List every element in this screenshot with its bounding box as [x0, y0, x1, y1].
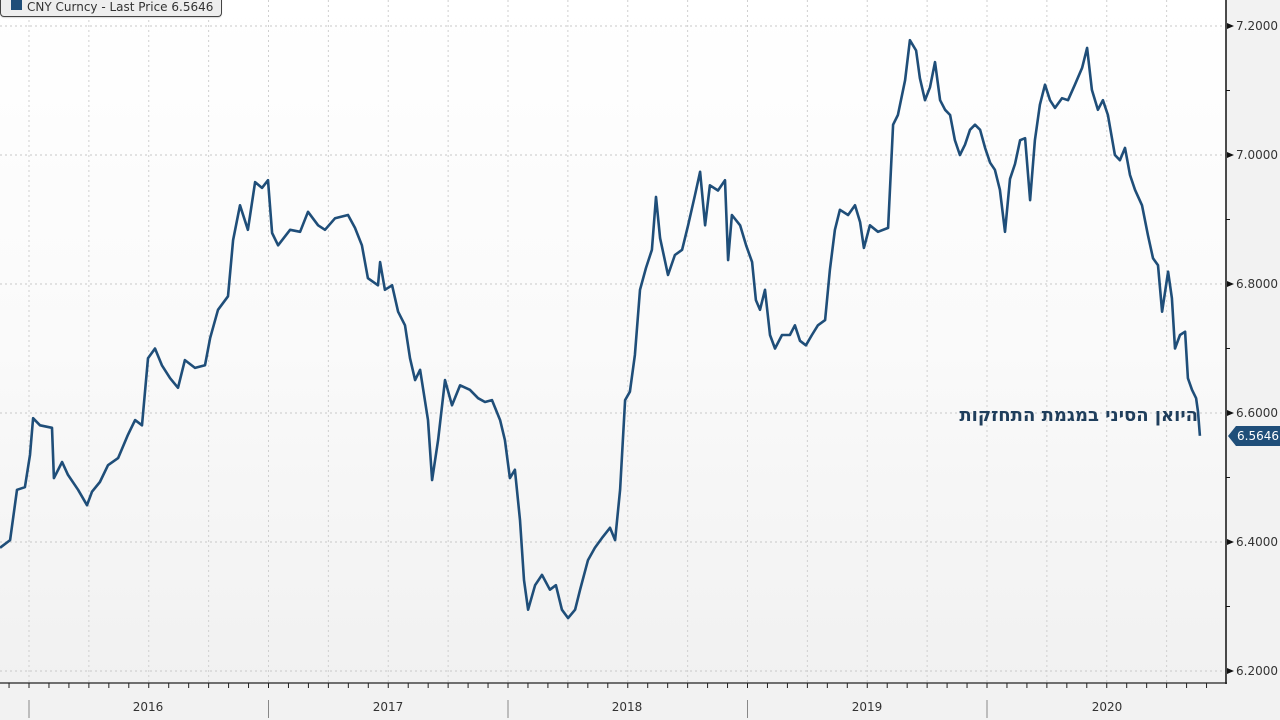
- y-tick-label: 6.8000: [1236, 277, 1278, 291]
- x-axis-ticks: [8, 683, 1208, 718]
- x-year-label: 2018: [611, 700, 643, 714]
- legend-label: CNY Curncy - Last Price 6.5646: [27, 0, 214, 14]
- y-axis-ticks: [1226, 23, 1234, 674]
- last-price-badge: 6.5646: [1228, 426, 1280, 446]
- price-line-series: [0, 38, 1202, 620]
- legend: CNY Curncy - Last Price 6.5646: [0, 0, 223, 17]
- legend-swatch-icon: [11, 0, 22, 10]
- x-year-label: 2016: [132, 700, 164, 714]
- y-tick-label: 6.4000: [1236, 535, 1278, 549]
- y-tick-label: 7.0000: [1236, 148, 1278, 162]
- gridlines: [0, 0, 1226, 683]
- y-tick-label: 6.2000: [1236, 664, 1278, 678]
- x-year-label: 2019: [851, 700, 883, 714]
- axes: [0, 0, 1234, 718]
- y-tick-label: 7.2000: [1236, 19, 1278, 33]
- y-tick-label: 6.6000: [1236, 406, 1278, 420]
- x-year-label: 2017: [372, 700, 404, 714]
- x-year-label: 2020: [1091, 700, 1123, 714]
- plot-area: [0, 0, 1226, 683]
- chart-annotation: היואן הסיני במגמת התחזקות: [959, 405, 1198, 426]
